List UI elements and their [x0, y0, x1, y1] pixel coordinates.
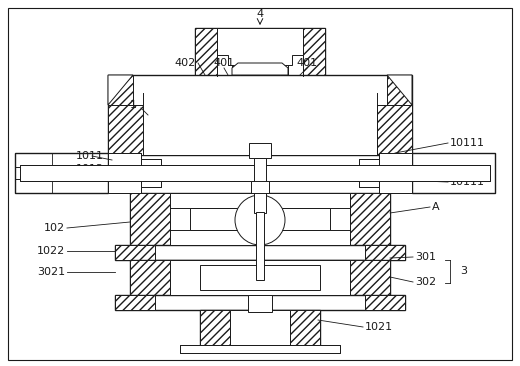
Bar [290, 310, 320, 345]
Polygon shape [108, 75, 133, 105]
Bar [195, 28, 325, 76]
Bar [108, 153, 141, 163]
Bar [350, 193, 390, 245]
Text: A: A [432, 202, 439, 212]
Bar [180, 345, 210, 353]
Bar [254, 158, 266, 213]
Bar [200, 310, 320, 345]
Bar [230, 310, 290, 345]
Bar [412, 153, 495, 167]
Bar [412, 179, 495, 193]
Polygon shape [217, 28, 303, 75]
Bar [350, 260, 390, 295]
Bar [200, 310, 230, 345]
Text: 1011: 1011 [76, 151, 104, 161]
Text: 102: 102 [44, 223, 65, 233]
Bar [200, 265, 320, 290]
Bar [359, 159, 379, 165]
Bar [15, 153, 108, 193]
Bar [232, 63, 288, 75]
Bar [359, 159, 379, 187]
Bar [108, 153, 141, 193]
Text: 4: 4 [256, 9, 264, 19]
Bar [170, 260, 350, 295]
Polygon shape [377, 105, 412, 155]
Bar [115, 295, 405, 310]
Bar [20, 165, 490, 181]
Text: 101: 101 [20, 168, 41, 178]
Bar [310, 345, 340, 353]
Bar [170, 193, 350, 245]
Bar [20, 176, 490, 181]
Text: 1: 1 [129, 100, 136, 110]
Bar [115, 245, 155, 260]
Bar [108, 75, 133, 105]
Circle shape [235, 195, 285, 245]
Text: 401: 401 [213, 58, 235, 68]
Text: 1022: 1022 [37, 246, 65, 256]
Text: 3021: 3021 [37, 267, 65, 277]
Bar [359, 181, 379, 187]
Bar [379, 153, 412, 193]
Bar [130, 260, 390, 295]
Text: 1012: 1012 [76, 164, 104, 174]
Bar [190, 208, 330, 230]
Bar [365, 245, 405, 260]
Bar [108, 75, 412, 155]
Text: 302: 302 [415, 277, 436, 287]
Bar [180, 345, 340, 353]
Bar [15, 153, 108, 167]
Text: 3: 3 [460, 266, 467, 276]
Bar [387, 75, 412, 105]
Bar [379, 183, 412, 193]
Bar [130, 260, 170, 295]
Bar [141, 181, 161, 187]
Polygon shape [387, 75, 412, 105]
Polygon shape [108, 105, 143, 155]
Bar [251, 181, 269, 193]
Bar [108, 183, 141, 193]
Bar [143, 93, 377, 155]
Bar [170, 260, 200, 295]
Bar [248, 295, 272, 312]
Bar [195, 28, 217, 76]
Bar [15, 179, 108, 193]
Bar [320, 260, 350, 295]
Bar [130, 193, 390, 245]
Bar [20, 165, 490, 170]
Bar [115, 245, 405, 260]
Bar [256, 212, 264, 280]
Polygon shape [232, 63, 288, 75]
Bar [365, 295, 405, 310]
Text: 10111: 10111 [450, 138, 485, 148]
Bar [108, 105, 143, 155]
Bar [379, 153, 412, 163]
Bar [141, 159, 161, 187]
Text: 1021: 1021 [365, 322, 393, 332]
Text: 301: 301 [415, 252, 436, 262]
Text: 402: 402 [174, 58, 196, 68]
Text: 10111: 10111 [450, 177, 485, 187]
Bar [115, 295, 155, 310]
Bar [141, 159, 161, 165]
Bar [412, 153, 495, 193]
Bar [303, 28, 325, 76]
Bar [249, 143, 271, 158]
Bar [377, 105, 412, 155]
Bar [130, 193, 170, 245]
Text: 401: 401 [296, 58, 318, 68]
